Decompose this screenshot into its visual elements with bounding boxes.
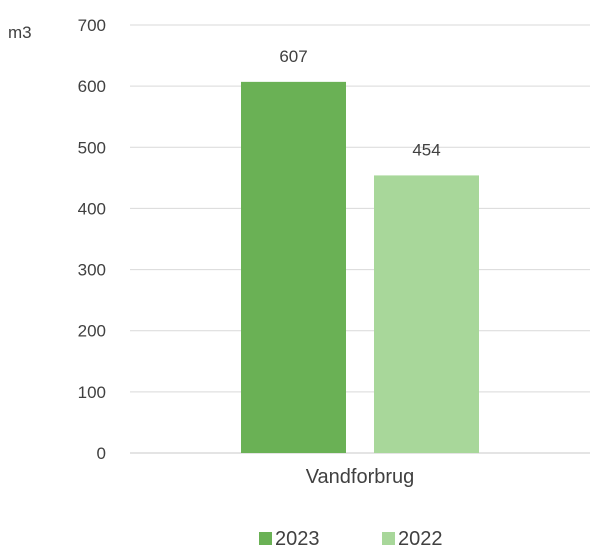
bar-2023 bbox=[241, 81, 346, 453]
y-tick-label: 0 bbox=[97, 444, 106, 463]
bar-2022 bbox=[374, 175, 479, 453]
legend-label-2023: 2023 bbox=[275, 528, 320, 550]
bars bbox=[241, 81, 479, 453]
y-tick-label: 600 bbox=[78, 77, 106, 96]
data-label-2023: 607 bbox=[279, 47, 307, 66]
y-tick-label: 100 bbox=[78, 383, 106, 402]
y-tick-label: 700 bbox=[78, 16, 106, 35]
legend-label-2022: 2022 bbox=[398, 528, 443, 550]
legend-swatch-2022 bbox=[382, 532, 395, 545]
y-tick-label: 300 bbox=[78, 261, 106, 280]
data-labels: 607 454 bbox=[279, 47, 440, 160]
y-axis-unit-label: m3 bbox=[8, 23, 32, 42]
x-category-label: Vandforbrug bbox=[306, 466, 415, 488]
y-axis-ticks: 0 100 200 300 400 500 600 700 bbox=[78, 16, 106, 463]
legend: 2023 2022 bbox=[259, 528, 443, 550]
y-tick-label: 200 bbox=[78, 322, 106, 341]
data-label-2022: 454 bbox=[412, 140, 440, 159]
y-tick-label: 400 bbox=[78, 199, 106, 218]
gridlines bbox=[130, 24, 590, 454]
legend-swatch-2023 bbox=[259, 532, 272, 545]
y-tick-label: 500 bbox=[78, 138, 106, 157]
category-labels: Vandforbrug bbox=[306, 466, 415, 488]
